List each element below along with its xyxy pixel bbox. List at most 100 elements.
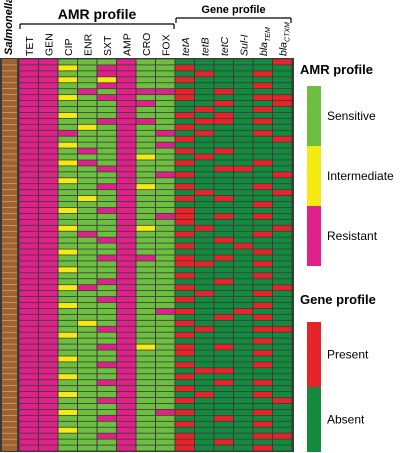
- heatmap-cell: [78, 320, 97, 326]
- heatmap-cell: [273, 213, 292, 219]
- heatmap-cell: [97, 172, 116, 178]
- legend-label-intermediate: Intermediate: [327, 169, 394, 183]
- heatmap-cell: [273, 118, 292, 124]
- heatmap-cell: [117, 249, 136, 255]
- heatmap-cell: [78, 267, 97, 273]
- heatmap-cell: [19, 439, 38, 445]
- heatmap-cell: [175, 219, 194, 225]
- heatmap-cell: [175, 320, 194, 326]
- heatmap-cell: [234, 231, 253, 237]
- heatmap-cell: [19, 225, 38, 231]
- heatmap-cell: [39, 89, 58, 95]
- heatmap-cell: [253, 100, 272, 107]
- heatmap-cell: [195, 59, 214, 65]
- heatmap-cell: [58, 409, 77, 415]
- heatmap-cell: [175, 160, 194, 166]
- heatmap-cell: [234, 100, 253, 107]
- heatmap-cell: [156, 190, 175, 196]
- heatmap-cell: [195, 386, 214, 392]
- heatmap-cell: [19, 338, 38, 344]
- heatmap-cell: [214, 362, 233, 368]
- heatmap-cell: [214, 124, 233, 130]
- heatmap-cell: [273, 148, 292, 154]
- heatmap-cell: [117, 445, 136, 451]
- heatmap-cell: [78, 219, 97, 225]
- heatmap-cell: [97, 273, 116, 279]
- heatmap-cell: [39, 190, 58, 196]
- heatmap-cell: [175, 213, 194, 219]
- heatmap-cell: [253, 285, 272, 291]
- heatmap-cell: [234, 320, 253, 326]
- heatmap-cell: [156, 95, 175, 101]
- heatmap-cell: [117, 237, 136, 243]
- heatmap-cell: [234, 225, 253, 231]
- heatmap-cell: [175, 433, 194, 439]
- heatmap-cell: [78, 231, 97, 237]
- heatmap-cell: [39, 219, 58, 225]
- heatmap-cell: [97, 225, 116, 231]
- heatmap-cell: [117, 178, 136, 184]
- heatmap-cell: [136, 296, 155, 303]
- heatmap-cell: [273, 415, 292, 421]
- heatmap-cell: [273, 380, 292, 386]
- heatmap-cell: [175, 338, 194, 344]
- heatmap-cell: [214, 237, 233, 243]
- heatmap-cell: [214, 184, 233, 190]
- heatmap-cell: [195, 124, 214, 130]
- heatmap-cell: [117, 350, 136, 356]
- heatmap-cell: [58, 124, 77, 130]
- heatmap-cell: [117, 344, 136, 350]
- heatmap-cell: [195, 154, 214, 160]
- heatmap-cell: [273, 386, 292, 392]
- heatmap-cell: [78, 332, 97, 338]
- heatmap-cell: [273, 83, 292, 89]
- heatmap-cell: [97, 320, 116, 326]
- heatmap-cell: [253, 261, 272, 267]
- heatmap-cell: [19, 403, 38, 410]
- heatmap-cell: [273, 201, 292, 208]
- heatmap-cell: [195, 213, 214, 219]
- heatmap-cell: [253, 106, 272, 113]
- heatmap-cell: [253, 243, 272, 249]
- heatmap-cell: [39, 302, 58, 309]
- heatmap-cell: [117, 314, 136, 320]
- heatmap-cell: [214, 338, 233, 344]
- heatmap-cell: [136, 59, 155, 65]
- heatmap-cell: [58, 196, 77, 202]
- heatmap-cell: [234, 148, 253, 154]
- heatmap-cell: [175, 291, 194, 297]
- heatmap-cell: [78, 439, 97, 445]
- heatmap-cell: [58, 350, 77, 356]
- heatmap-cell: [136, 267, 155, 273]
- heatmap-cell: [19, 59, 38, 65]
- heatmap-cell: [136, 95, 155, 101]
- heatmap-cell: [136, 302, 155, 309]
- heatmap-cell: [195, 314, 214, 320]
- heatmap-cell: [117, 338, 136, 344]
- heatmap-cell: [156, 392, 175, 398]
- heatmap-cell: [19, 136, 38, 142]
- heatmap-cell: [39, 261, 58, 267]
- heatmap-cell: [156, 279, 175, 285]
- heatmap-cell: [78, 314, 97, 320]
- heatmap-cell: [136, 83, 155, 89]
- heatmap-cell: [39, 279, 58, 285]
- heatmap-cell: [234, 160, 253, 166]
- heatmap-cell: [78, 409, 97, 415]
- heatmap-cell: [117, 291, 136, 297]
- heatmap-cell: [175, 166, 194, 172]
- heatmap-cell: [78, 338, 97, 344]
- heatmap-cell: [214, 308, 233, 314]
- heatmap-cell: [234, 219, 253, 225]
- heatmap-cell: [117, 100, 136, 107]
- heatmap-cell: [97, 397, 116, 404]
- heatmap-cell: [214, 219, 233, 225]
- heatmap-cell: [195, 178, 214, 184]
- heatmap-cell: [19, 356, 38, 362]
- heatmap-cell: [19, 397, 38, 404]
- heatmap-cell: [136, 427, 155, 433]
- heatmap-cell: [273, 207, 292, 214]
- heatmap-cell: [39, 213, 58, 219]
- heatmap-cell: [19, 267, 38, 273]
- heatmap-cell: [234, 255, 253, 261]
